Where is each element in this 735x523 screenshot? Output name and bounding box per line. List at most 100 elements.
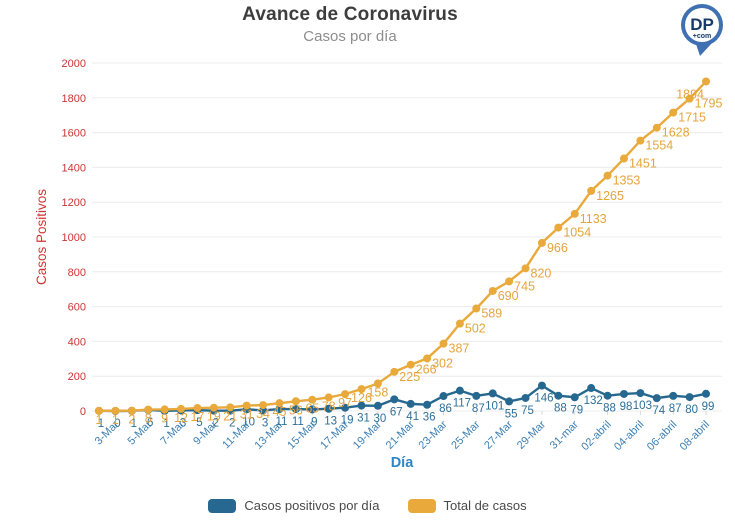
data-point [373, 379, 382, 388]
series-line-1 [97, 80, 708, 413]
x-tick-label: 02-abril [579, 419, 613, 453]
total-data-label: 302 [432, 356, 453, 370]
total-data-label: 387 [449, 342, 470, 356]
total-data-label: 65 [305, 402, 319, 416]
daily-data-label: 1 [131, 418, 137, 430]
data-point [357, 401, 366, 410]
x-tick-label: 29-Mar [515, 418, 548, 451]
data-point [226, 403, 235, 412]
data-point [669, 391, 678, 400]
total-data-label: 690 [498, 289, 519, 303]
daily-data-label: 88 [554, 403, 567, 415]
data-point [455, 386, 464, 395]
daily-data-label: 19 [341, 415, 354, 427]
data-point [259, 401, 268, 410]
x-tick-label: 06-abril [645, 419, 679, 453]
data-point [619, 389, 628, 398]
data-point [455, 319, 464, 328]
daily-data-label: 79 [570, 404, 583, 416]
total-data-label: 1715 [678, 111, 706, 125]
daily-data-label: 117 [453, 398, 471, 410]
total-data-label: 1265 [596, 189, 624, 203]
x-axis-title: Día [391, 455, 415, 471]
total-data-label: 1554 [645, 139, 673, 153]
total-data-label: 1 [112, 413, 119, 427]
data-point [177, 404, 186, 413]
total-data-label: 56 [289, 403, 303, 417]
data-point [193, 404, 202, 413]
total-data-label: 2 [128, 413, 135, 427]
daily-data-label: 11 [275, 416, 287, 428]
data-point [669, 108, 678, 117]
total-data-label: 158 [367, 386, 388, 400]
y-axis-title: Casos Positivos [34, 189, 49, 285]
total-data-label: 1 [96, 413, 103, 427]
data-point [472, 391, 481, 400]
daily-data-label: 6 [147, 417, 153, 429]
daily-data-label: 99 [702, 401, 715, 413]
data-point [242, 401, 251, 410]
daily-data-label: 146 [534, 393, 553, 405]
total-data-label: 1628 [662, 126, 690, 140]
daily-data-label: 80 [685, 404, 698, 416]
total-data-label: 502 [465, 322, 486, 336]
daily-data-label: 5 [196, 417, 202, 429]
data-point [341, 403, 350, 412]
total-data-label: 126 [351, 391, 372, 405]
total-data-label: 97 [338, 396, 352, 410]
data-point [423, 354, 432, 363]
data-point [636, 389, 645, 398]
total-data-label: 19 [207, 410, 221, 424]
total-data-label: 266 [416, 363, 437, 377]
daily-data-label: 1 [163, 418, 169, 430]
total-data-label: 1133 [580, 212, 607, 226]
data-point [570, 209, 579, 218]
data-point [406, 399, 415, 408]
daily-data-label: 2 [213, 418, 219, 430]
data-point [587, 384, 596, 393]
total-data-label: 745 [514, 279, 535, 293]
legend-label-daily-cases: Casos positivos por día [244, 498, 380, 513]
data-point [406, 360, 415, 369]
logo-bubble-inner [685, 8, 719, 42]
data-point [570, 393, 579, 402]
data-point [341, 390, 350, 399]
total-data-label: 1894 [676, 87, 704, 101]
legend-item-total-cases[interactable]: Total de casos [407, 498, 527, 513]
data-point [275, 405, 284, 414]
data-point [652, 394, 661, 403]
daily-data-label: 31 [357, 413, 370, 425]
daily-data-label: 87 [472, 403, 485, 415]
data-point [209, 403, 218, 412]
daily-data-label: 1 [98, 418, 104, 430]
data-point [373, 401, 382, 410]
total-data-label: 31 [240, 408, 254, 422]
total-data-label: 966 [547, 241, 568, 255]
data-point [505, 277, 514, 286]
daily-data-label: 86 [439, 403, 452, 415]
daily-data-label: 10 [242, 416, 255, 428]
y-tick-label: 200 [68, 371, 86, 383]
page-title: Avance de Coronavirus [242, 4, 458, 25]
legend-item-daily-cases[interactable]: Casos positivos por día [208, 498, 380, 513]
data-point [521, 264, 530, 273]
daily-data-label: 67 [390, 406, 403, 418]
data-point [111, 406, 120, 415]
data-point [423, 400, 432, 409]
y-tick-label: 1200 [62, 197, 86, 209]
data-point [472, 304, 481, 313]
total-data-label: 820 [531, 266, 552, 280]
daily-data-label: 13 [324, 416, 337, 428]
data-point [357, 385, 366, 394]
x-tick-label: 27-Mar [482, 418, 515, 451]
total-data-label: 1451 [629, 157, 657, 171]
total-data-label: 1054 [563, 226, 591, 240]
daily-data-label: 87 [669, 403, 682, 415]
data-point [308, 405, 317, 414]
x-tick-label: 08-abril [678, 419, 712, 453]
y-tick-label: 600 [68, 302, 86, 314]
data-point [702, 77, 710, 86]
daily-data-label: 75 [521, 405, 534, 417]
chart-header: Avance de Coronavirus Casos por día [0, 4, 700, 45]
y-tick-label: 1000 [62, 232, 86, 244]
